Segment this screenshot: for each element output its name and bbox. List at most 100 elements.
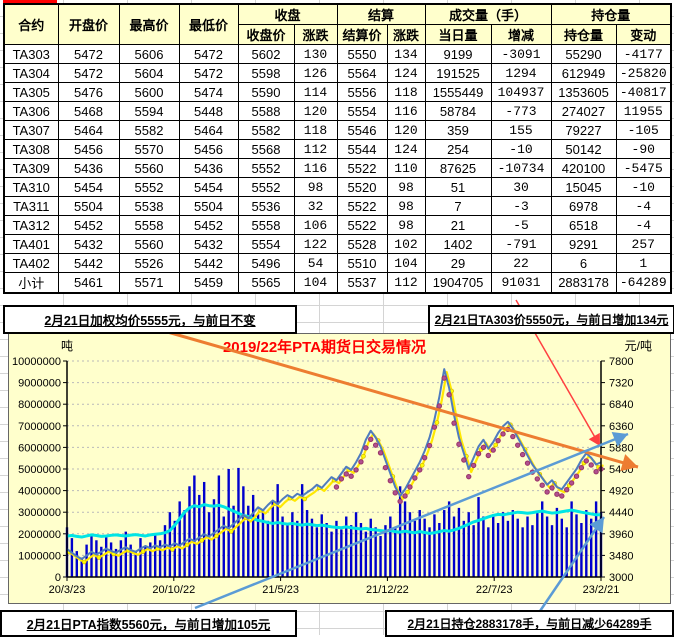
table-cell[interactable]: -10734 xyxy=(490,158,552,178)
table-cell[interactable]: 98 xyxy=(386,177,426,197)
table-row[interactable]: TA401 5432 5560 5432 5554 122 5528 102 1402 -791 9… xyxy=(3,234,672,254)
table-cell[interactable]: 6978 xyxy=(550,196,617,216)
table-cell[interactable]: 120 xyxy=(386,120,426,140)
table-cell[interactable]: 5474 xyxy=(178,82,239,102)
table-row[interactable]: TA307 5464 5582 5464 5582 118 5546 120 359 155 792… xyxy=(3,120,672,140)
table-cell[interactable]: 98 xyxy=(386,196,426,216)
table-cell[interactable]: 102 xyxy=(386,234,426,254)
futures-quotes-table[interactable]: 合约 开盘价 最高价 最低价 收盘 结算 成交量（手） 持仓量 收盘价 涨跌 结算价 涨跌 当日量 增减持… xyxy=(3,3,672,294)
table-cell[interactable]: TA306 xyxy=(3,101,59,121)
table-cell[interactable]: 5459 xyxy=(178,272,239,294)
table-cell[interactable]: 5504 xyxy=(178,196,239,216)
table-cell[interactable]: -25820 xyxy=(615,63,672,83)
table-cell[interactable]: 5432 xyxy=(178,234,239,254)
table-cell[interactable]: 5510 xyxy=(336,253,388,273)
table-cell[interactable]: 112 xyxy=(293,139,338,159)
table-cell[interactable]: 5537 xyxy=(336,272,388,294)
table-cell[interactable]: 5604 xyxy=(118,63,180,83)
table-cell[interactable]: -3 xyxy=(490,196,552,216)
table-cell[interactable]: 5436 xyxy=(57,158,120,178)
header-cell[interactable]: 开盘价 xyxy=(57,3,120,45)
table-cell[interactable]: 5582 xyxy=(118,120,180,140)
table-row[interactable]: TA304 5472 5604 5472 5598 126 5564 124 191525 129… xyxy=(3,63,672,83)
table-cell[interactable]: 106 xyxy=(293,215,338,235)
table-cell[interactable]: 5558 xyxy=(237,215,295,235)
table-cell[interactable]: -791 xyxy=(490,234,552,254)
table-cell[interactable]: 359 xyxy=(424,120,492,140)
table-cell[interactable]: 5554 xyxy=(237,234,295,254)
table-cell[interactable]: 5522 xyxy=(336,215,388,235)
banner-pta-index[interactable]: 2月21日PTA指数5560元，与前日增加105元 xyxy=(0,610,297,637)
table-cell[interactable]: 5442 xyxy=(57,253,120,273)
header-cell[interactable]: 变动 xyxy=(615,24,672,45)
header-cell[interactable]: 结算价 xyxy=(336,24,388,45)
table-cell[interactable]: 5571 xyxy=(118,272,180,294)
table-cell[interactable]: 124 xyxy=(386,63,426,83)
table-cell[interactable]: 5536 xyxy=(237,196,295,216)
table-cell[interactable]: 134 xyxy=(386,44,426,64)
table-row[interactable]: TA305 5476 5600 5474 5590 114 5556 118 1555449 10… xyxy=(3,82,672,102)
table-cell[interactable]: 114 xyxy=(293,82,338,102)
table-cell[interactable]: 5454 xyxy=(57,177,120,197)
header-cell[interactable]: 收盘 xyxy=(237,3,338,25)
table-cell[interactable]: 5448 xyxy=(178,101,239,121)
table-cell[interactable]: 104 xyxy=(386,253,426,273)
table-cell[interactable]: 5468 xyxy=(57,101,120,121)
table-cell[interactable]: 420100 xyxy=(550,158,617,178)
table-cell[interactable]: 5472 xyxy=(57,63,120,83)
table-cell[interactable]: 5452 xyxy=(57,215,120,235)
table-cell[interactable]: 254 xyxy=(424,139,492,159)
table-cell[interactable]: 5456 xyxy=(57,139,120,159)
table-cell[interactable]: 5602 xyxy=(237,44,295,64)
table-cell[interactable]: 58784 xyxy=(424,101,492,121)
table-cell[interactable]: 5432 xyxy=(57,234,120,254)
table-cell[interactable]: 124 xyxy=(386,139,426,159)
table-cell[interactable]: 5560 xyxy=(118,234,180,254)
table-cell[interactable]: 5472 xyxy=(57,44,120,64)
table-cell[interactable]: 1294 xyxy=(490,63,552,83)
banner-open-interest[interactable]: 2月21日持仓2883178手，与前日减少64289手 xyxy=(385,610,674,637)
header-cell[interactable]: 增减 xyxy=(490,24,552,45)
table-cell[interactable]: 5552 xyxy=(237,177,295,197)
table-cell[interactable]: 130 xyxy=(293,44,338,64)
table-cell[interactable]: 79227 xyxy=(550,120,617,140)
table-cell[interactable]: 126 xyxy=(293,63,338,83)
table-cell[interactable]: 1353605 xyxy=(550,82,617,102)
table-cell[interactable]: 5606 xyxy=(118,44,180,64)
table-row[interactable]: 小计 5461 5571 5459 5565 104 5537 112 1904705 91031… xyxy=(3,272,672,294)
table-cell[interactable]: -10 xyxy=(490,139,552,159)
table-cell[interactable]: 5472 xyxy=(178,63,239,83)
table-cell[interactable]: 5528 xyxy=(336,234,388,254)
table-cell[interactable]: -10 xyxy=(615,177,672,197)
table-cell[interactable]: 5594 xyxy=(118,101,180,121)
table-cell[interactable]: TA309 xyxy=(3,158,59,178)
table-cell[interactable]: 5588 xyxy=(237,101,295,121)
table-cell[interactable]: -773 xyxy=(490,101,552,121)
table-cell[interactable]: 5570 xyxy=(118,139,180,159)
table-cell[interactable]: 116 xyxy=(293,158,338,178)
table-cell[interactable]: 2883178 xyxy=(550,272,617,294)
table-row[interactable]: TA308 5456 5570 5456 5568 112 5544 124 254 -10 501… xyxy=(3,139,672,159)
table-cell[interactable]: 91031 xyxy=(490,272,552,294)
table-cell[interactable]: 5556 xyxy=(336,82,388,102)
table-cell[interactable]: 29 xyxy=(424,253,492,273)
table-row[interactable]: TA303 5472 5606 5472 5602 130 5550 134 9199 -3091… xyxy=(3,44,672,64)
table-cell[interactable]: 6 xyxy=(550,253,617,273)
table-header[interactable]: 合约 开盘价 最高价 最低价 收盘 结算 成交量（手） 持仓量 收盘价 涨跌 结算价 涨跌 当日量 增减持… xyxy=(3,3,672,45)
header-cell[interactable]: 收盘价 xyxy=(237,24,295,45)
table-cell[interactable]: 1402 xyxy=(424,234,492,254)
header-cell[interactable]: 持仓量 xyxy=(550,3,672,25)
table-cell[interactable]: 5464 xyxy=(178,120,239,140)
table-cell[interactable]: 6518 xyxy=(550,215,617,235)
table-cell[interactable]: 5522 xyxy=(336,196,388,216)
table-cell[interactable]: -64289 xyxy=(615,272,672,294)
table-cell[interactable]: 55290 xyxy=(550,44,617,64)
table-cell[interactable]: 5452 xyxy=(178,215,239,235)
table-cell[interactable]: 5552 xyxy=(237,158,295,178)
table-cell[interactable]: 122 xyxy=(293,234,338,254)
table-cell[interactable]: -3091 xyxy=(490,44,552,64)
table-cell[interactable]: TA307 xyxy=(3,120,59,140)
table-cell[interactable]: 104937 xyxy=(490,82,552,102)
table-cell[interactable]: TA308 xyxy=(3,139,59,159)
banner-weighted-avg[interactable]: 2月21日加权均价5555元，与前日不变 xyxy=(3,305,297,334)
